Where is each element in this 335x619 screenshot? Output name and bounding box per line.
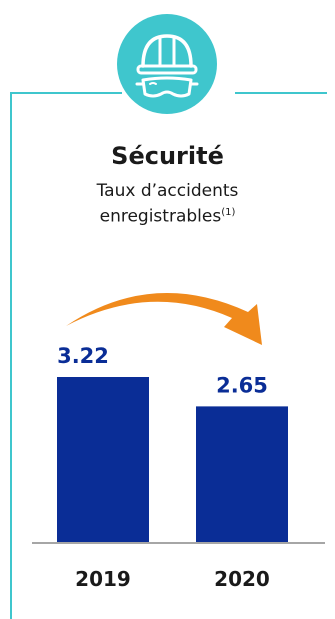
subtitle-line-1: Taux d’accidents: [96, 181, 239, 201]
category-label-2019: 2019: [75, 567, 131, 591]
safety-helmet-goggles-icon: [117, 14, 217, 114]
frame-left-line: [10, 92, 12, 619]
footnote-marker: (1): [221, 207, 236, 218]
category-label-2020: 2020: [214, 567, 270, 591]
bar-2020: [196, 406, 288, 543]
frame-top-left-line: [10, 92, 122, 94]
bar-2019: [57, 377, 149, 543]
value-label-2020: 2.65: [216, 373, 268, 397]
subtitle-line-2: enregistrables: [99, 206, 222, 227]
page-subtitle: Taux d’accidents enregistrables(1): [40, 180, 295, 228]
page-title: Sécurité: [111, 142, 224, 170]
decrease-arrow: [66, 293, 262, 345]
frame-top-right-line: [235, 92, 327, 94]
value-label-2019: 3.22: [57, 344, 109, 368]
